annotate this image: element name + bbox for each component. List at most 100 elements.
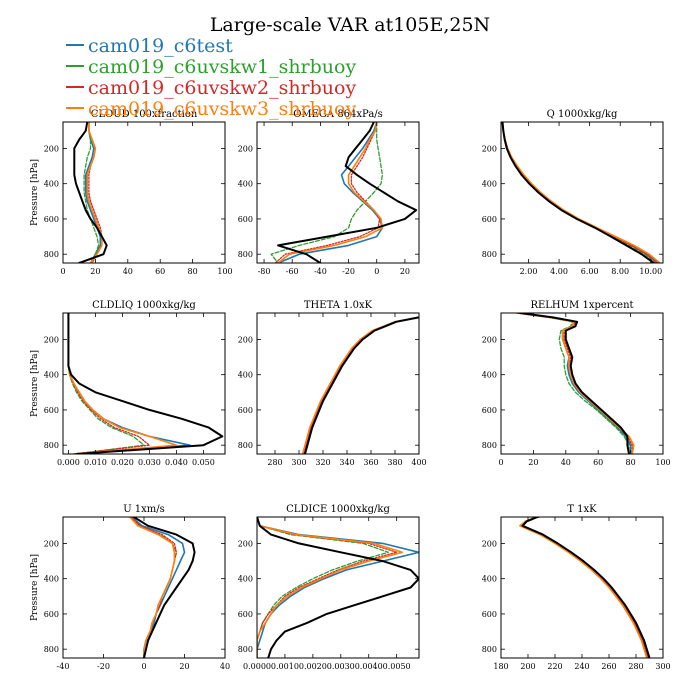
panel-3: CLDLIQ 1000xkg/kg 0.000 0.010 0.020 0.030 0.0… <box>30 300 226 467</box>
y-tick-label: 200 <box>44 335 59 344</box>
y-tick-label: 400 <box>44 180 59 189</box>
x-tick-label: 260 <box>601 662 616 671</box>
series-line-1 <box>131 517 178 658</box>
legend-entry: cam019_c6test <box>88 35 233 57</box>
y-tick-label: 600 <box>482 406 497 415</box>
y-tick-label: 200 <box>482 144 497 153</box>
x-tick-label: 20 <box>528 458 538 467</box>
x-tick-label: 0.040 <box>165 458 188 467</box>
series-line-2 <box>274 122 381 263</box>
x-tick-label: 0.030 <box>138 458 161 467</box>
panel-title: T 1xK <box>567 504 597 515</box>
x-tick-label: 240 <box>574 662 589 671</box>
x-tick-label: 0.0020 <box>299 662 327 671</box>
x-tick-label: 4.00 <box>550 267 568 276</box>
series-line-4 <box>132 517 196 658</box>
series-line-3 <box>129 517 176 658</box>
panel-2: Q 1000xkg/kg 2.00 4.00 6.00 8.00 10.00 200 400 6… <box>482 109 664 276</box>
x-tick-label: -40 <box>314 267 327 276</box>
series-line-4 <box>67 313 224 454</box>
panel-title: THETA 1.0xK <box>304 300 373 311</box>
series-line-2 <box>501 122 658 263</box>
y-tick-label: 800 <box>482 250 497 259</box>
x-tick-label: 20 <box>400 267 410 276</box>
x-tick-label: 20 <box>179 662 189 671</box>
y-tick-label: 400 <box>44 575 59 584</box>
series-line-0 <box>501 122 660 263</box>
y-tick-label: 200 <box>482 335 497 344</box>
series-line-4 <box>257 517 419 658</box>
x-tick-label: 0 <box>60 267 65 276</box>
series-line-2 <box>514 313 633 454</box>
x-tick-label: 60 <box>155 267 165 276</box>
y-tick-label: 400 <box>238 575 253 584</box>
figure-title: Large-scale VAR at105E,25N <box>210 14 490 36</box>
x-tick-label: 300 <box>655 662 670 671</box>
panel-0: CLOUD 100xfraction 0 20 40 60 80 100 200 400 600 8… <box>30 109 233 276</box>
panel-6: U 1xm/s -40 -20 0 20 40 200 400 600 800 Pressure [… <box>30 504 230 671</box>
series-line-4 <box>515 313 630 454</box>
panel-5: RELHUM 1xpercent 0 20 40 60 80 100 200 400 600 800 <box>482 300 671 467</box>
plot-frame <box>256 516 420 659</box>
series-line-4 <box>521 517 651 658</box>
x-tick-label: 6.00 <box>581 267 599 276</box>
y-tick-label: 200 <box>238 539 253 548</box>
x-tick-label: 200 <box>520 662 535 671</box>
x-tick-label: 400 <box>411 458 426 467</box>
x-tick-label: 180 <box>493 662 508 671</box>
x-tick-label: 0.0050 <box>383 662 411 671</box>
x-tick-label: 20 <box>90 267 100 276</box>
panel-8: T 1xK 180 200 220 240 260 280 300 200 400 600 800 <box>482 504 671 671</box>
series-line-0 <box>302 316 419 454</box>
legend-entry: cam019_c6uvskw1_shrbuoy <box>88 56 356 78</box>
y-tick-label: 600 <box>44 215 59 224</box>
y-tick-label: 400 <box>44 371 59 380</box>
x-tick-label: 220 <box>547 662 562 671</box>
y-tick-label: 200 <box>238 335 253 344</box>
plot-frame <box>62 121 226 264</box>
panel-title: CLDICE 1000xkg/kg <box>286 504 390 515</box>
x-tick-label: 280 <box>628 662 643 671</box>
plot-frame <box>62 516 226 659</box>
x-tick-label: 40 <box>561 458 571 467</box>
y-tick-label: 800 <box>44 250 59 259</box>
y-tick-label: 800 <box>238 441 253 450</box>
x-tick-label: 10.00 <box>639 267 662 276</box>
y-tick-label: 400 <box>482 575 497 584</box>
y-axis-label: Pressure [hPa] <box>30 159 40 226</box>
series-line-3 <box>514 313 635 454</box>
y-tick-label: 200 <box>238 144 253 153</box>
y-tick-label: 600 <box>238 406 253 415</box>
panel-7: CLDICE 1000xkg/kg 0.0000 0.0010 0.0020 0.003… <box>238 504 420 671</box>
y-tick-label: 800 <box>238 250 253 259</box>
y-tick-label: 200 <box>482 539 497 548</box>
x-tick-label: 100 <box>655 458 670 467</box>
x-tick-label: -80 <box>258 267 271 276</box>
y-tick-label: 800 <box>44 441 59 450</box>
y-tick-label: 600 <box>44 406 59 415</box>
x-tick-label: -60 <box>286 267 299 276</box>
series-line-3 <box>301 316 419 454</box>
x-tick-label: 0.020 <box>111 458 134 467</box>
x-tick-label: 0.0040 <box>355 662 383 671</box>
x-tick-label: -40 <box>57 662 70 671</box>
series-line-2 <box>131 517 178 658</box>
x-tick-label: 8.00 <box>611 267 629 276</box>
x-tick-label: 360 <box>363 458 378 467</box>
series-line-1 <box>514 313 630 454</box>
x-tick-label: -20 <box>97 662 110 671</box>
x-tick-label: 2.00 <box>520 267 538 276</box>
x-tick-label: 0.0000 <box>243 662 271 671</box>
series-line-1 <box>303 316 419 454</box>
series-line-0 <box>277 122 384 263</box>
panel-title: RELHUM 1xpercent <box>530 300 633 311</box>
x-tick-label: 340 <box>339 458 354 467</box>
x-tick-label: 0 <box>141 662 146 671</box>
series-line-1 <box>270 122 384 263</box>
x-tick-label: 380 <box>387 458 402 467</box>
y-tick-label: 800 <box>238 645 253 654</box>
series-line-1 <box>501 122 657 263</box>
y-tick-label: 400 <box>238 371 253 380</box>
y-tick-label: 600 <box>482 610 497 619</box>
